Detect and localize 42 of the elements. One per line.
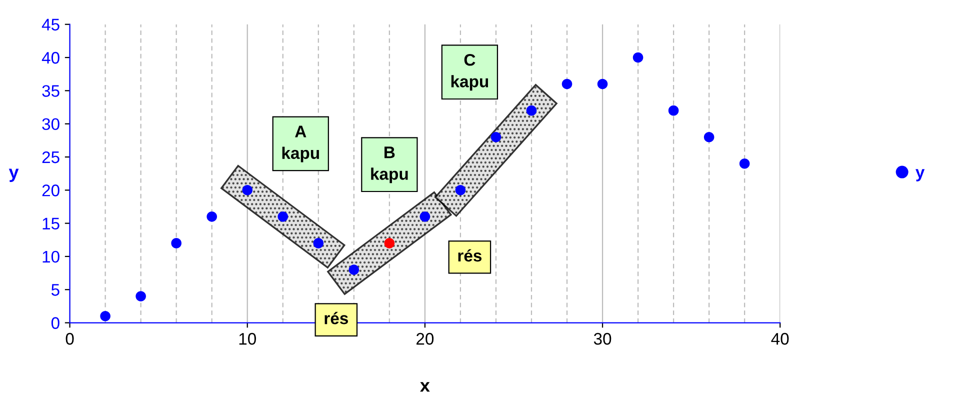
point: [206, 212, 217, 222]
point: [171, 238, 182, 248]
point: [420, 212, 430, 222]
legend-label: y: [916, 169, 925, 182]
x-tick-label: 40: [771, 332, 789, 345]
point: [668, 105, 679, 116]
annotation: B kapu: [371, 146, 408, 184]
y-tick-label: 35: [42, 85, 60, 97]
y-tick-label: 40: [42, 52, 60, 64]
x-tick-label: 10: [239, 332, 256, 345]
point: [739, 158, 750, 169]
y-axis-title: y: [8, 168, 19, 182]
y-tick-label: 5: [51, 284, 60, 296]
x-tick-label: 0: [66, 332, 74, 345]
annotation: rés: [324, 312, 348, 324]
y-tick-label: 0: [51, 317, 60, 329]
point: [704, 132, 714, 142]
y-tick-label: 15: [42, 218, 60, 230]
point: [384, 238, 395, 248]
point: [136, 291, 146, 302]
point: [632, 52, 644, 63]
y-tick-label: 20: [42, 184, 60, 196]
point: [100, 310, 110, 322]
x-axis-title: x: [420, 382, 430, 392]
y-tick-label: 45: [42, 18, 60, 31]
annotation: C kapu: [451, 54, 488, 91]
point: [597, 78, 608, 90]
point: [278, 212, 288, 222]
x-tick-label: 20: [416, 332, 434, 345]
y-tick-label: 25: [42, 151, 60, 164]
annotation: rés: [458, 249, 482, 262]
annotation: A kapu: [282, 126, 319, 162]
point: [348, 264, 360, 275]
y-tick-label: 30: [42, 118, 60, 130]
point: [242, 184, 253, 196]
point: [313, 238, 324, 248]
x-tick-label: 30: [594, 332, 612, 345]
y-tick-label: 10: [42, 250, 60, 263]
point: [562, 78, 572, 90]
point: [490, 132, 502, 142]
point: [526, 105, 537, 116]
point: [455, 184, 466, 196]
